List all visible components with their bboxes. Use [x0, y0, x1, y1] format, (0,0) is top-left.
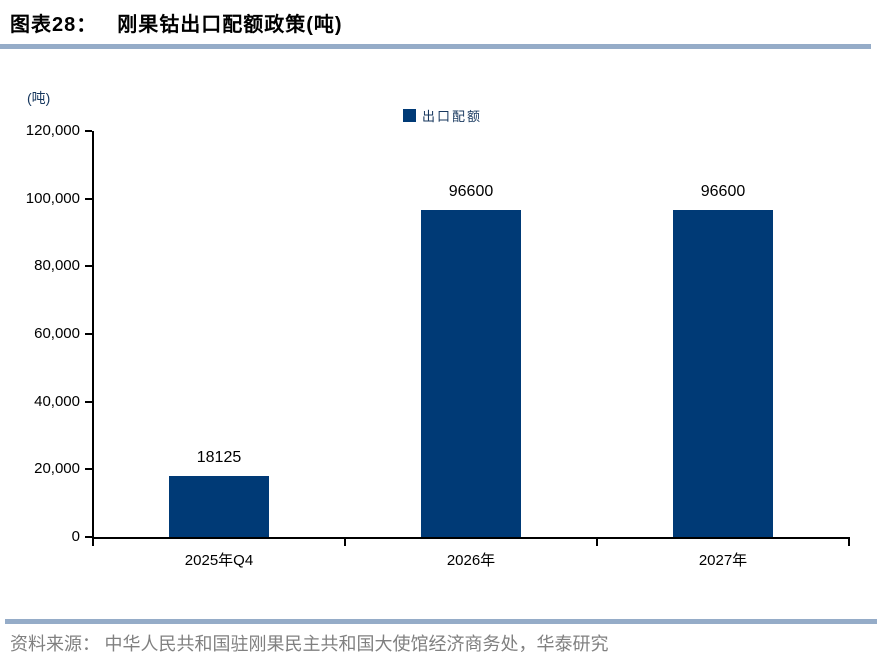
x-axis-tick	[92, 539, 94, 546]
bar-value-label: 96600	[448, 183, 494, 201]
chart-bar	[421, 210, 521, 537]
y-axis-tick-label: 120,000	[25, 122, 80, 139]
y-axis-unit-label: (吨)	[27, 90, 51, 106]
y-axis-tick-label: 0	[71, 528, 80, 545]
x-axis-tick	[344, 539, 346, 546]
bar-value-label: 96600	[700, 183, 746, 201]
y-axis-tick	[85, 130, 92, 132]
chart-header: 图表28： 刚果钴出口配额政策(吨)	[10, 8, 343, 37]
y-axis-tick	[85, 468, 92, 471]
legend-label: 出口配额	[422, 109, 483, 124]
y-axis-tick	[85, 400, 92, 403]
y-axis-tick-label: 20,000	[34, 460, 80, 478]
chart-bar	[673, 210, 773, 537]
legend: 出口配额	[403, 106, 482, 125]
y-axis-line	[92, 131, 94, 539]
title-underline	[0, 44, 871, 49]
x-axis-category-label: 2025年Q4	[184, 552, 254, 569]
y-axis-tick	[85, 197, 92, 200]
x-axis-tick	[596, 539, 598, 546]
y-axis-tick	[85, 333, 92, 335]
x-axis-category-label: 2026年	[446, 552, 496, 569]
y-axis-tick-label: 40,000	[34, 392, 80, 410]
y-axis-tick	[85, 265, 92, 268]
x-axis-tick	[848, 539, 850, 546]
chart-bar	[169, 475, 269, 537]
legend-swatch-icon	[403, 109, 416, 122]
footer-rule	[5, 619, 877, 624]
y-axis-tick	[85, 536, 92, 538]
bar-value-label: 18125	[196, 448, 242, 466]
chart-title: 刚果钴出口配额政策(吨)	[117, 14, 343, 36]
y-axis-tick-label: 60,000	[34, 325, 80, 342]
y-axis-tick-label: 100,000	[25, 189, 80, 207]
chart-title-prefix: 图表28：	[10, 14, 98, 36]
y-axis-tick-label: 80,000	[34, 257, 80, 275]
source-text: 资料来源： 中华人民共和国驻刚果民主共和国大使馆经济商务处，华泰研究	[10, 634, 609, 654]
x-axis-category-label: 2027年	[698, 552, 748, 569]
x-axis-line	[92, 537, 850, 539]
